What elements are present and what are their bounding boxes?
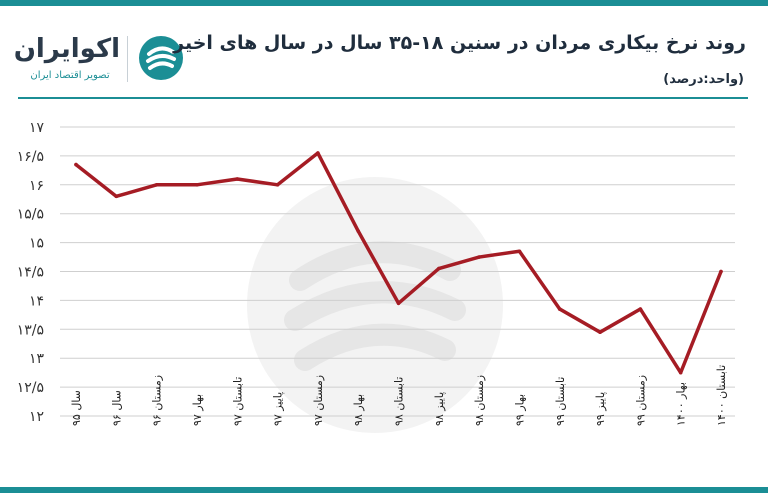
chart-unit: (واحد:درصد): [663, 72, 744, 87]
data-point: [114, 194, 119, 199]
x-tick-label: پاییز ۹۷: [272, 392, 285, 426]
y-tick-label: ۱۴/۵: [17, 265, 44, 281]
y-tick-label: ۱۶: [29, 178, 44, 194]
header-divider: [18, 97, 748, 99]
x-tick-label: بهار ۹۷: [191, 394, 204, 426]
data-point: [678, 370, 683, 375]
data-point: [638, 307, 643, 311]
y-tick-label: ۱۲: [29, 409, 44, 425]
y-tick-label: ۱۵/۵: [17, 207, 44, 223]
chart-title: روند نرخ بیکاری مردان در سنین ۱۸-۳۵ سال …: [173, 32, 746, 54]
data-point: [316, 151, 320, 155]
y-tick-label: ۱۳: [29, 351, 45, 367]
x-tick-label: زمستان ۹۷: [312, 375, 325, 426]
series-line: [74, 151, 723, 375]
x-tick-label: بهار ۹۹: [513, 394, 526, 426]
x-tick-label: پاییز ۹۸: [433, 392, 446, 426]
x-tick-label: بهار ۱۴۰۰: [675, 382, 688, 426]
x-tick-label: تابستان ۹۹: [554, 377, 567, 426]
watermark-logo-icon: [247, 177, 503, 433]
x-tick-label: زمستان ۹۶: [151, 375, 164, 426]
data-point: [557, 307, 562, 311]
brand: اکوایران تصویر اقتصاد ایران: [13, 32, 220, 92]
data-point: [517, 249, 522, 254]
data-point: [598, 330, 602, 334]
x-tick-label: تابستان ۹۷: [231, 377, 244, 426]
y-tick-label: ۱۶/۵: [17, 149, 44, 165]
data-point: [719, 269, 723, 274]
x-tick-label: بهار ۹۸: [352, 394, 365, 426]
x-tick-label: زمستان ۹۹: [634, 375, 647, 426]
x-tick-label: سال ۹۶: [110, 390, 123, 426]
x-tick-label: سال ۹۵: [70, 390, 83, 426]
x-tick-label: تابستان ۱۴۰۰: [715, 365, 728, 426]
data-point: [235, 177, 240, 181]
y-tick-label: ۱۳/۵: [17, 322, 44, 338]
brand-divider: [127, 36, 128, 82]
data-point: [275, 183, 280, 187]
chart-header: اکوایران تصویر اقتصاد ایران روند نرخ بیک…: [0, 6, 768, 98]
y-tick-label: ۱۲/۵: [17, 380, 44, 396]
chart-area: ۱۲ ۱۲/۵ ۱۳ ۱۳/۵ ۱۴ ۱۴/۵ ۱۵ ۱۵/۵ ۱۶ ۱۶/۵ ۱۷ سال ۹۵ س…: [0, 100, 768, 487]
y-tick-label: ۱۷: [29, 120, 45, 136]
x-tick-label: زمستان ۹۸: [473, 375, 486, 426]
y-tick-label: ۱۵: [29, 236, 44, 252]
data-point: [356, 229, 360, 233]
data-point: [437, 266, 441, 271]
top-accent-bar: [0, 0, 768, 6]
brand-logo-icon: [139, 36, 183, 80]
brand-name: اکوایران: [13, 34, 120, 64]
brand-tagline: تصویر اقتصاد ایران: [30, 70, 110, 81]
data-point: [477, 255, 481, 259]
data-point: [74, 162, 78, 167]
x-tick-label: تابستان ۹۸: [393, 377, 406, 426]
x-tick-label: پاییز ۹۹: [594, 392, 607, 426]
y-tick-label: ۱۴: [29, 293, 44, 309]
bottom-accent-bar: [0, 487, 768, 493]
data-point: [195, 183, 199, 187]
data-point: [154, 183, 159, 187]
data-point: [396, 301, 401, 306]
line-chart: ۱۲ ۱۲/۵ ۱۳ ۱۳/۵ ۱۴ ۱۴/۵ ۱۵ ۱۵/۵ ۱۶ ۱۶/۵ ۱۷ سال ۹۵ س…: [17, 120, 735, 426]
